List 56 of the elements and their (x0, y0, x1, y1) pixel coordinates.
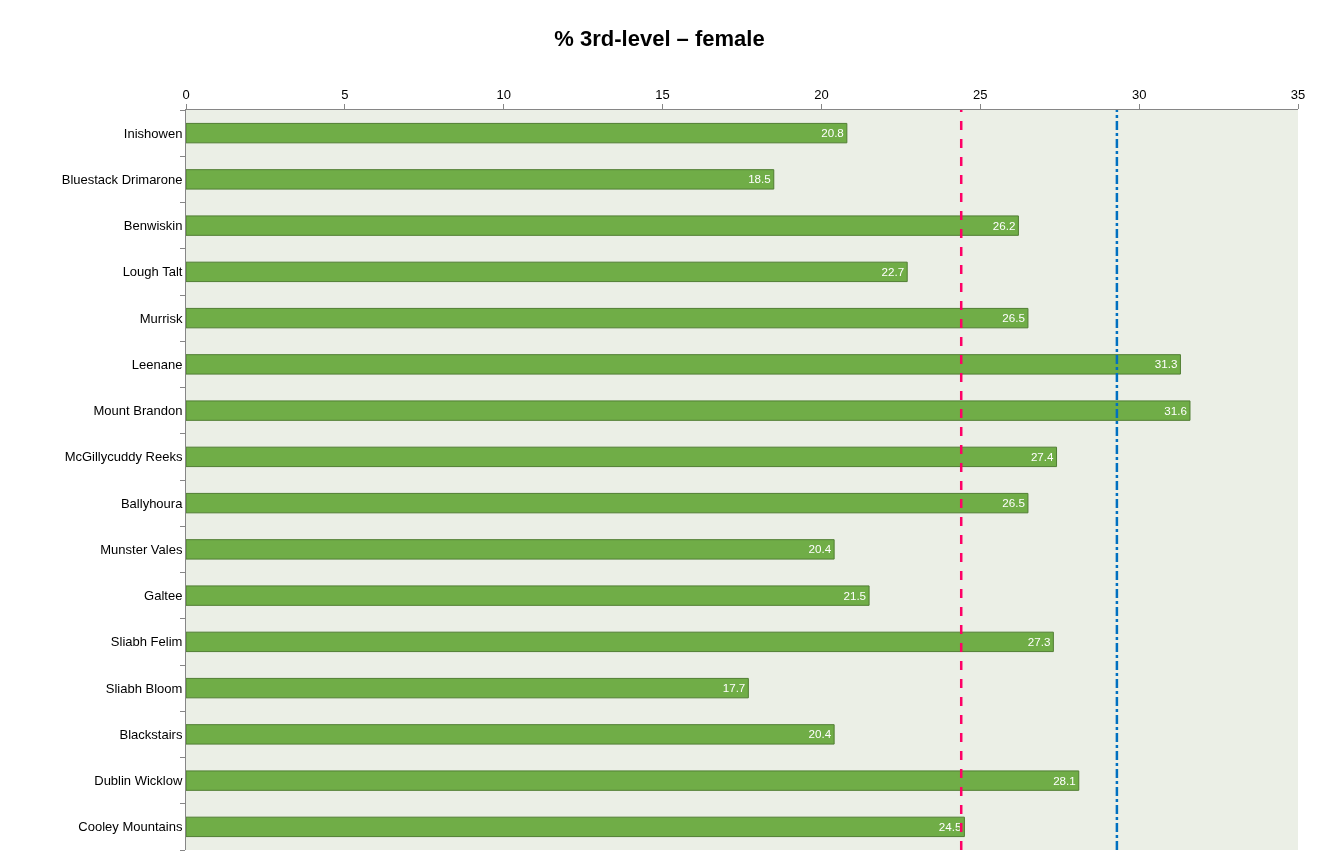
y-tick-label: Lough Talt (122, 264, 183, 280)
data-label: 17.7 (722, 681, 746, 695)
y-tick-label: Ballyhoura (120, 495, 184, 511)
x-tick-label: 25 (973, 86, 988, 102)
y-tick-label: Mount Brandon (93, 403, 183, 419)
data-label: 18.5 (748, 172, 771, 186)
bar (186, 446, 1058, 468)
x-tick-label: 15 (655, 86, 670, 102)
x-tick-label: 5 (341, 86, 349, 102)
y-tick-label: Murrisk (139, 310, 183, 326)
data-label: 20.8 (821, 126, 844, 140)
bar (186, 816, 965, 838)
y-tick-label: Sliabh Bloom (105, 680, 183, 696)
bar (186, 400, 1191, 421)
y-tick-label: Galtee (144, 588, 183, 604)
bar (186, 354, 1181, 375)
y-tick-label: Munster Vales (100, 541, 183, 557)
bar (186, 631, 1054, 653)
x-tick-label: 0 (182, 86, 190, 102)
data-label: 20.4 (808, 727, 832, 741)
chart-title: % 3rd-level – female (554, 25, 765, 51)
y-tick-label: Cooley Mountains (78, 819, 183, 835)
x-tick-label: 20 (814, 86, 829, 102)
bar (186, 724, 835, 745)
y-tick-label: Blackstairs (119, 726, 183, 742)
data-label: 26.5 (1002, 496, 1025, 510)
y-tick-label: Bluestack Drimarone (61, 171, 183, 187)
data-label: 27.3 (1027, 634, 1051, 648)
y-tick-label: McGillycuddy Reeks (64, 449, 183, 465)
x-tick-label: 10 (496, 86, 511, 102)
data-label: 27.4 (1030, 449, 1055, 463)
x-tick-label: 35 (1290, 86, 1306, 102)
data-label: 31.3 (1154, 357, 1178, 371)
bar (186, 122, 848, 144)
bar (186, 307, 1029, 329)
data-label: 21.5 (843, 588, 867, 602)
bar (186, 169, 775, 190)
y-tick-label: Benwiskin (123, 218, 183, 234)
y-tick-label: Leenane (131, 356, 183, 372)
data-label: 20.4 (808, 542, 832, 556)
bar (186, 539, 835, 560)
bar (186, 215, 1019, 236)
bar (186, 585, 870, 606)
data-label: 28.1 (1053, 773, 1076, 787)
bar (186, 677, 749, 699)
bar (186, 492, 1029, 514)
data-label: 26.2 (992, 218, 1016, 232)
data-label: 26.5 (1002, 311, 1025, 325)
y-tick-label: Sliabh Felim (110, 634, 183, 650)
y-tick-label: Dublin Wicklow (94, 773, 183, 789)
y-tick-label: Inishowen (123, 125, 183, 141)
data-label: 31.6 (1164, 403, 1187, 417)
bar (186, 770, 1080, 791)
data-label: 22.7 (881, 264, 905, 278)
x-tick-label: 30 (1131, 86, 1147, 102)
bar (186, 261, 908, 283)
